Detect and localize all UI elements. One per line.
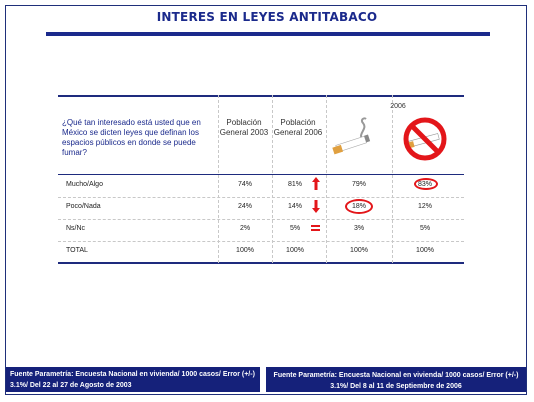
column-group-year: 2006 <box>390 103 406 110</box>
row-divider <box>58 241 464 242</box>
value-2003: 74% <box>237 181 252 188</box>
value-non-smokers: 12% <box>417 203 432 210</box>
page-title: INTERES EN LEYES ANTITABACO <box>156 10 378 24</box>
cigarette-icon <box>332 117 371 155</box>
column-header-2006: Población General 2006 <box>273 118 323 137</box>
value-2003: 100% <box>236 247 254 254</box>
value-2006: 14% <box>287 203 302 210</box>
table-bottom-rule <box>58 262 464 264</box>
row-label-total: TOTAL <box>66 247 88 254</box>
highlight-circle <box>345 199 373 214</box>
no-smoking-icon <box>403 117 447 161</box>
value-smokers: 100% <box>350 247 368 254</box>
value-2003: 2% <box>239 225 251 232</box>
highlight-circle <box>414 178 438 190</box>
value-2006: 100% <box>286 247 304 254</box>
title-underline <box>46 32 490 36</box>
row-divider <box>58 197 464 198</box>
column-divider <box>392 95 393 263</box>
source-note-2003: Fuente Parametría: Encuesta Nacional en … <box>6 367 260 392</box>
value-2006: 5% <box>289 225 301 232</box>
row-label: Ns/Nc <box>66 225 86 232</box>
equal-sign-icon <box>311 225 320 233</box>
arrow-down-icon <box>312 200 320 213</box>
source-note-2006: Fuente Parametría: Encuesta Nacional en … <box>266 367 526 392</box>
value-non-smokers: 100% <box>416 247 434 254</box>
value-2006: 81% <box>287 181 302 188</box>
survey-question: ¿Qué tan interesado está usted que en Mé… <box>62 118 201 157</box>
row-label: Mucho/Algo <box>66 181 103 188</box>
value-smokers: 79% <box>351 181 366 188</box>
column-header-2003: Población General 2003 <box>219 118 269 137</box>
value-smokers: 3% <box>353 225 365 232</box>
slide-frame <box>5 5 527 395</box>
column-divider <box>272 95 273 263</box>
row-label: Poco/Nada <box>66 203 101 210</box>
value-non-smokers: 5% <box>419 225 431 232</box>
table-top-rule <box>58 95 464 97</box>
row-divider <box>58 219 464 220</box>
value-2003: 24% <box>237 203 252 210</box>
column-divider <box>326 95 327 263</box>
table-header-rule <box>58 174 464 175</box>
survey-table: ¿Qué tan interesado está usted que en Mé… <box>58 95 464 264</box>
column-divider <box>218 95 219 263</box>
arrow-up-icon <box>312 177 320 190</box>
